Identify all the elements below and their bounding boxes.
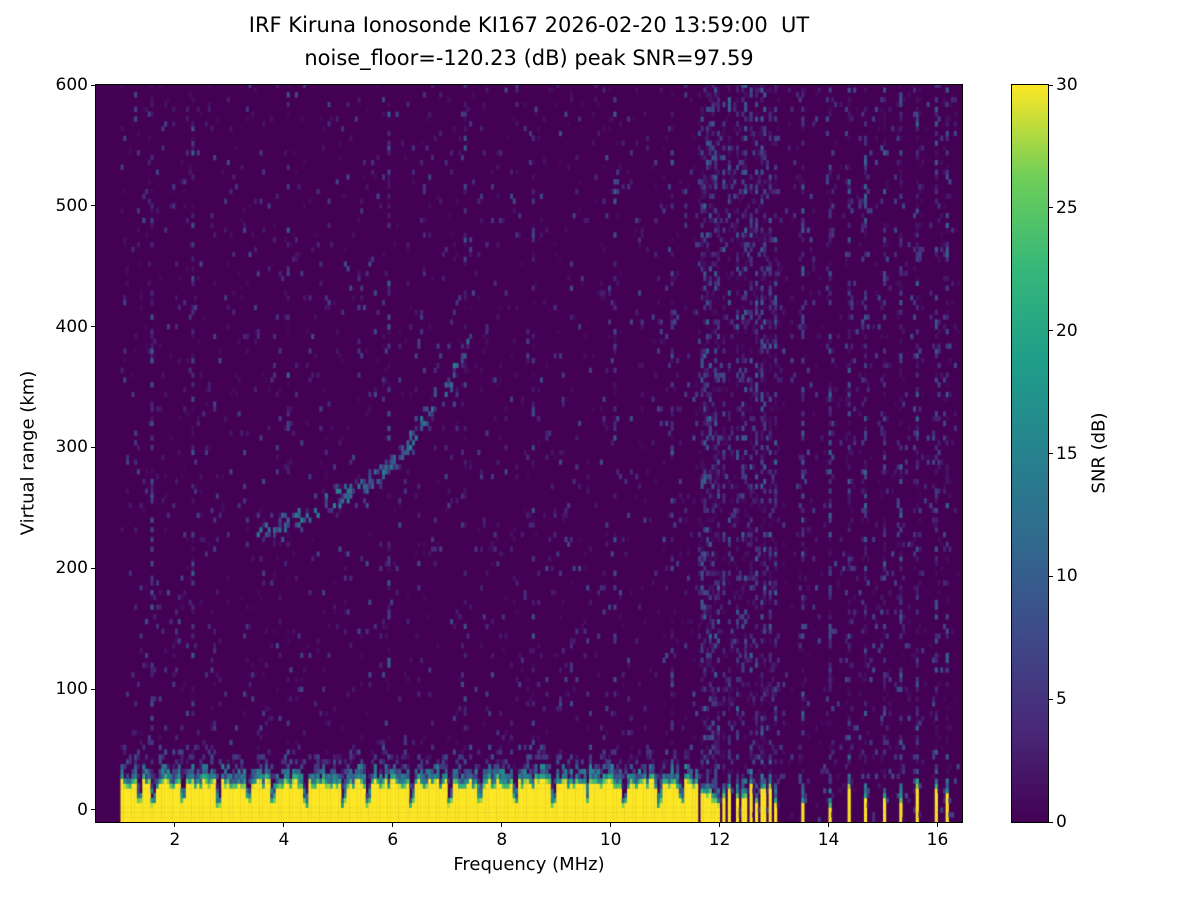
x-axis-label: Frequency (MHz) [453,854,605,875]
colorbar-tick-label: 5 [1056,689,1067,710]
colorbar [1011,84,1049,823]
y-tick-label: 400 [55,316,88,337]
y-tick-label: 500 [55,195,88,216]
x-tick-label: 2 [169,830,181,850]
colorbar-tick-mark [1049,84,1053,86]
colorbar-tick-label: 20 [1056,320,1078,341]
x-tick-label: 16 [926,830,949,850]
x-tick-label: 12 [708,830,731,850]
colorbar-tick-mark [1049,698,1053,700]
y-tick-label: 300 [55,437,88,458]
y-tick-mark [91,326,95,328]
colorbar-tick-label: 15 [1056,443,1078,464]
colorbar-tick-mark [1049,821,1053,823]
y-tick-mark [91,205,95,207]
chart-subtitle: noise_floor=-120.23 (dB) peak SNR=97.59 [304,46,754,70]
colorbar-tick-label: 0 [1056,812,1067,832]
y-tick-mark [91,688,95,690]
colorbar-tick-mark [1049,453,1053,454]
x-tick-mark [174,823,176,827]
colorbar-tick-mark [1049,575,1053,577]
x-tick-label: 8 [496,830,508,850]
x-tick-mark [283,823,285,827]
y-tick-label: 600 [55,75,88,95]
chart-title: IRF Kiruna Ionosonde KI167 2026-02-20 13… [248,13,810,37]
colorbar-tick-mark [1049,207,1053,209]
colorbar-tick-label: 10 [1056,566,1078,587]
y-tick-label: 0 [77,799,88,820]
plot-area [95,84,963,823]
colorbar-tick-mark [1049,330,1053,332]
y-tick-mark [91,809,95,811]
colorbar-tick-label: 30 [1056,75,1078,95]
x-tick-mark [501,823,503,827]
x-tick-label: 10 [599,830,622,850]
y-tick-mark [91,84,95,86]
x-tick-mark [610,823,612,827]
colorbar-tick-label: 25 [1056,197,1078,218]
y-tick-label: 100 [55,679,88,700]
ionogram-heatmap-canvas [96,85,962,822]
x-tick-mark [392,823,394,827]
x-tick-label: 6 [387,830,399,850]
y-tick-label: 200 [55,558,88,579]
x-tick-label: 14 [817,830,840,850]
x-tick-mark [719,823,721,827]
y-axis-label: Virtual range (km) [17,370,39,536]
x-tick-mark [936,823,938,827]
y-tick-mark [91,567,95,569]
x-tick-mark [828,823,830,827]
y-tick-mark [91,446,95,448]
x-tick-label: 4 [278,830,290,850]
colorbar-label: SNR (dB) [1088,412,1110,494]
